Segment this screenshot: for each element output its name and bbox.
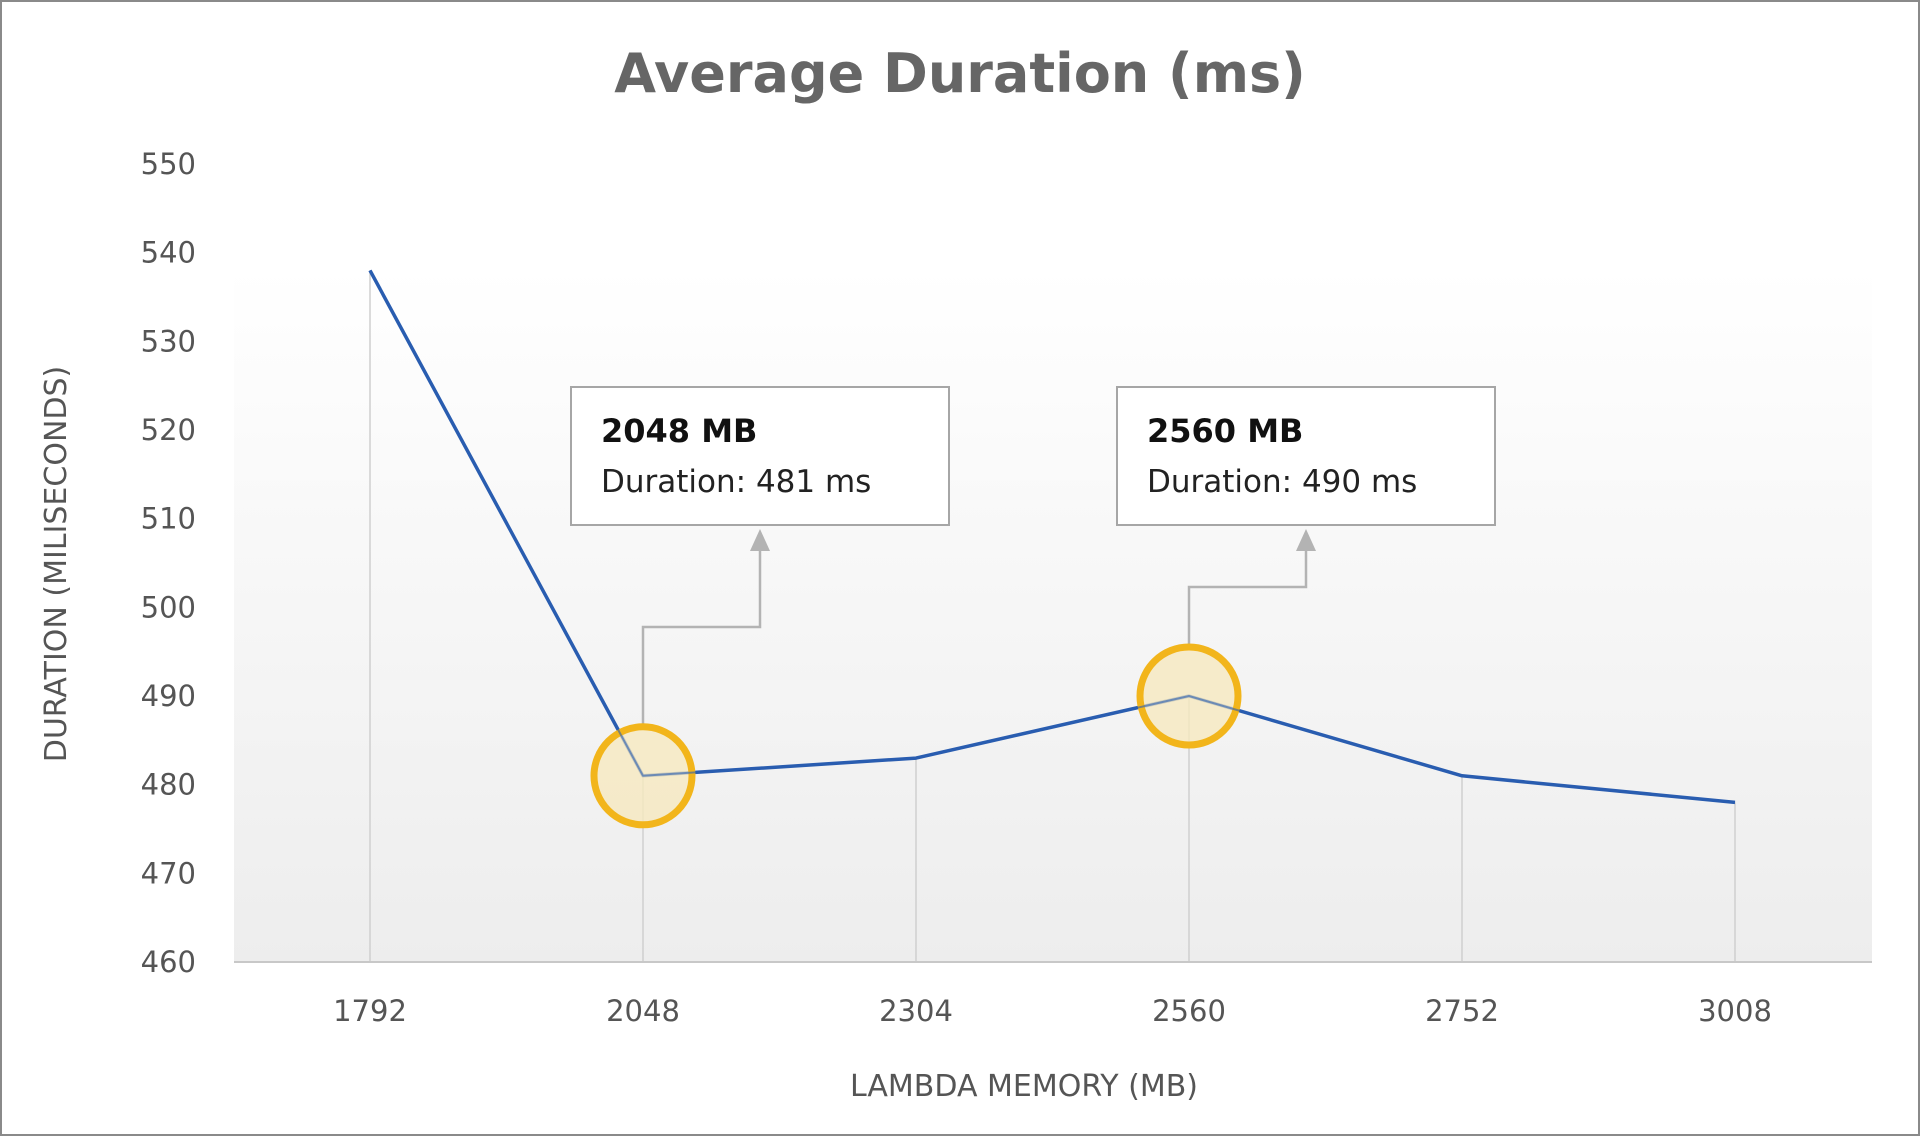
series-line-overlay	[369, 269, 1736, 804]
y-tick-label: 500	[141, 590, 196, 624]
x-axis-ticks: 1792 2048 2304 2560 2752 3008	[333, 994, 1772, 1028]
x-tick-label: 2560	[1152, 994, 1226, 1028]
y-tick-label: 510	[141, 502, 196, 536]
plot-area	[234, 267, 1872, 962]
y-tick-label: 490	[141, 679, 196, 713]
x-tick-label: 2048	[606, 994, 680, 1028]
callout-connector	[1187, 551, 1308, 644]
callout-text: Duration: 481 ms	[601, 464, 871, 500]
x-tick-label: 2752	[1425, 994, 1499, 1028]
y-tick-label: 460	[141, 945, 196, 979]
callout-2560: 2560 MB Duration: 490 ms	[1116, 386, 1496, 526]
y-axis-ticks: 460 470 480 490 500 510 520 530 540 550	[141, 147, 196, 979]
y-tick-label: 480	[141, 768, 196, 802]
callout-connectors	[641, 529, 1316, 724]
y-tick-label: 530	[141, 324, 196, 358]
y-tick-label: 540	[141, 236, 196, 270]
callout-text: Duration: 490 ms	[1147, 464, 1417, 500]
callout-box	[1116, 386, 1496, 526]
callout-arrowhead	[1296, 529, 1316, 551]
callout-connector	[641, 551, 762, 724]
callout-box	[570, 386, 950, 526]
callout-title: 2560 MB	[1147, 412, 1303, 450]
x-tick-label: 3008	[1698, 994, 1772, 1028]
chart-title: Average Duration (ms)	[614, 42, 1306, 105]
y-tick-label: 550	[141, 147, 196, 181]
y-tick-label: 470	[141, 856, 196, 890]
callout-title: 2048 MB	[601, 412, 757, 450]
y-tick-label: 520	[141, 413, 196, 447]
highlight-markers	[369, 269, 1736, 829]
x-tick-label: 1792	[333, 994, 407, 1028]
callout-arrowhead	[750, 529, 770, 551]
callout-2048: 2048 MB Duration: 481 ms	[570, 386, 950, 526]
x-tick-label: 2304	[879, 994, 953, 1028]
y-axis-label: DURATION (MILISECONDS)	[39, 366, 74, 763]
x-axis-label: LAMBDA MEMORY (MB)	[850, 1069, 1198, 1104]
